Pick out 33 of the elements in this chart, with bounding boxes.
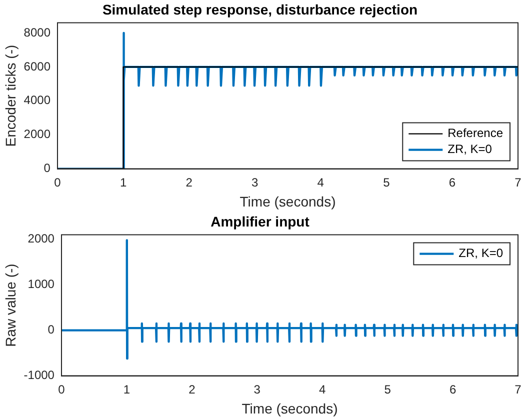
x-tick-label: 2: [188, 382, 196, 396]
x-tick-label: 5: [384, 382, 392, 396]
x-tick-label: 7: [514, 382, 522, 396]
y-tick-label: 8000: [24, 25, 51, 40]
x-tick-label: 4: [317, 175, 324, 190]
legend-label: ZR, K=0: [448, 142, 492, 156]
y-tick-label: 2000: [24, 127, 51, 142]
x-tick-label: 6: [449, 382, 456, 396]
x-tick-label: 4: [319, 382, 326, 396]
x-tick-label: 1: [123, 382, 130, 396]
x-tick-label: 6: [448, 175, 456, 190]
x-tick-label: 3: [254, 382, 261, 396]
x-axis-title: Time (seconds): [242, 400, 338, 416]
x-tick-label: 1: [120, 175, 127, 190]
y-axis-title: Raw value (-): [2, 264, 18, 347]
y-tick-label: 0: [48, 322, 55, 337]
x-tick-label: 7: [514, 175, 522, 190]
x-tick-label: 2: [186, 175, 193, 190]
legend-label: ZR, K=0: [458, 246, 504, 260]
x-axis-title: Time (seconds): [240, 193, 336, 210]
y-tick-label: 1000: [28, 277, 55, 292]
chart-title: Amplifier input: [210, 213, 310, 230]
legend-label: Reference: [448, 126, 504, 140]
y-tick-label: 4000: [24, 93, 51, 108]
y-axis-title: Encoder ticks (-): [2, 44, 18, 147]
x-tick-label: 0: [58, 382, 66, 396]
chart-title: Simulated step response, disturbance rejection: [102, 1, 418, 18]
x-tick-label: 5: [383, 175, 390, 190]
y-tick-label: 6000: [24, 59, 51, 74]
x-tick-label: 3: [252, 175, 259, 190]
y-tick-label: -1000: [24, 368, 55, 382]
y-tick-label: 0: [44, 161, 51, 176]
y-tick-label: 2000: [28, 232, 55, 246]
